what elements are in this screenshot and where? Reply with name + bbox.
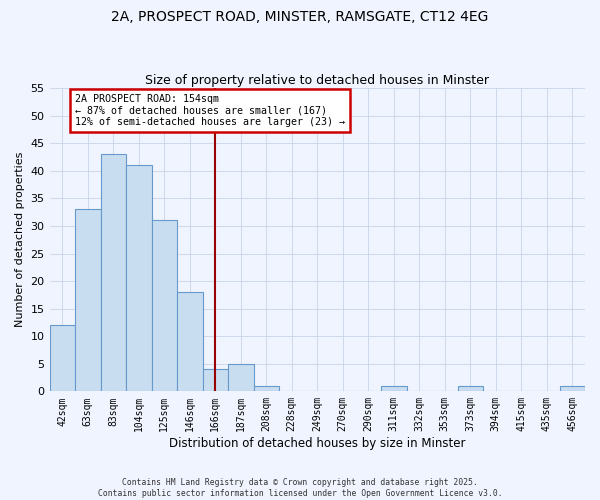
Bar [152,220,177,392]
Bar [75,210,101,392]
Text: Contains HM Land Registry data © Crown copyright and database right 2025.
Contai: Contains HM Land Registry data © Crown c… [98,478,502,498]
Title: Size of property relative to detached houses in Minster: Size of property relative to detached ho… [145,74,489,87]
Bar [177,292,203,392]
Text: 2A, PROSPECT ROAD, MINSTER, RAMSGATE, CT12 4EG: 2A, PROSPECT ROAD, MINSTER, RAMSGATE, CT… [112,10,488,24]
Bar [126,166,152,392]
Y-axis label: Number of detached properties: Number of detached properties [15,152,25,328]
Bar [203,370,228,392]
Bar [101,154,126,392]
Bar [254,386,279,392]
Bar [560,386,585,392]
Bar [50,325,75,392]
Bar [458,386,483,392]
Bar [381,386,407,392]
Bar [228,364,254,392]
X-axis label: Distribution of detached houses by size in Minster: Distribution of detached houses by size … [169,437,466,450]
Text: 2A PROSPECT ROAD: 154sqm
← 87% of detached houses are smaller (167)
12% of semi-: 2A PROSPECT ROAD: 154sqm ← 87% of detach… [75,94,345,127]
